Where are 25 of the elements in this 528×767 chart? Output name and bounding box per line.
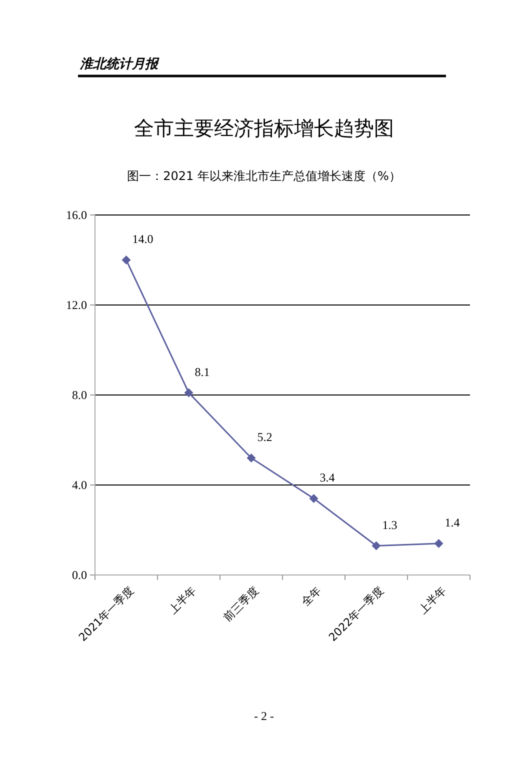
chart-title: 全市主要经济指标增长趋势图 xyxy=(134,116,394,140)
data-label: 14.0 xyxy=(132,232,154,246)
point xyxy=(372,541,381,550)
point xyxy=(434,539,444,548)
text: 淮北统计月报 xyxy=(79,56,160,72)
point xyxy=(184,388,194,398)
text: - 2 - xyxy=(254,709,274,723)
x-tick-label: 全年 xyxy=(299,584,324,609)
data-label: 1.3 xyxy=(382,518,398,532)
data-label: 5.2 xyxy=(257,430,272,444)
chart-subtitle: 图一：2021 年以来淮北市生产总值增长速度（%） xyxy=(127,169,401,183)
y-tick-label: 8.0 xyxy=(72,388,87,402)
point xyxy=(122,256,131,264)
y-tick-label: 12.0 xyxy=(66,298,87,312)
point xyxy=(309,494,318,503)
data-label: 1.4 xyxy=(444,516,460,530)
data-label: 8.1 xyxy=(194,364,210,379)
x-tick-label: 上半年 xyxy=(166,584,199,616)
x-tick-label: 前三季度 xyxy=(221,584,262,624)
data-label: 3.4 xyxy=(320,470,335,484)
y-tick-label: 0.0 xyxy=(72,568,87,582)
x-tick-label: 上半年 xyxy=(416,584,449,616)
point xyxy=(246,454,256,462)
y-tick-label: 4.0 xyxy=(72,478,87,492)
y-tick-label: 16.0 xyxy=(66,208,87,222)
